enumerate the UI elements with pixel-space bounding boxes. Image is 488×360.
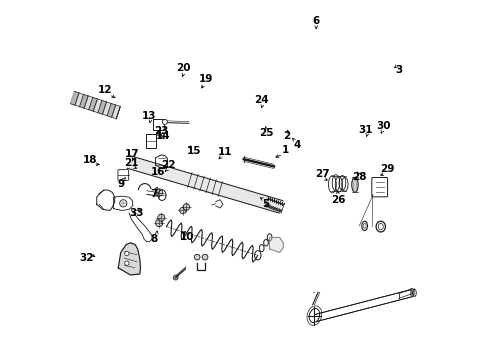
Text: 33: 33: [129, 208, 143, 218]
Text: 21: 21: [124, 158, 139, 168]
Text: 9: 9: [117, 179, 124, 189]
Polygon shape: [269, 237, 283, 252]
Text: 2: 2: [283, 131, 290, 141]
Polygon shape: [88, 98, 97, 111]
Text: 8: 8: [150, 234, 158, 244]
Circle shape: [202, 254, 207, 260]
Text: 30: 30: [376, 121, 390, 131]
Circle shape: [194, 254, 200, 260]
Circle shape: [173, 275, 178, 280]
Text: 27: 27: [315, 168, 329, 179]
Polygon shape: [102, 102, 111, 116]
Polygon shape: [98, 100, 106, 114]
Polygon shape: [70, 91, 79, 105]
Polygon shape: [127, 156, 283, 213]
Circle shape: [155, 189, 163, 196]
Text: 29: 29: [379, 163, 394, 174]
Text: 28: 28: [351, 172, 366, 182]
Circle shape: [155, 220, 163, 226]
Text: 20: 20: [176, 63, 190, 73]
Text: 12: 12: [98, 85, 112, 95]
Polygon shape: [314, 289, 412, 321]
Text: 11: 11: [217, 147, 231, 157]
Text: 10: 10: [180, 232, 194, 242]
Circle shape: [158, 214, 164, 221]
Circle shape: [183, 204, 189, 210]
Text: 6: 6: [311, 17, 319, 27]
Text: 32: 32: [79, 253, 94, 263]
Polygon shape: [93, 99, 102, 113]
Polygon shape: [264, 197, 284, 213]
Polygon shape: [118, 243, 140, 275]
Polygon shape: [107, 103, 116, 117]
Circle shape: [162, 120, 167, 125]
Text: 25: 25: [259, 128, 273, 138]
Circle shape: [120, 200, 126, 207]
Text: 26: 26: [330, 195, 345, 205]
Text: 16: 16: [150, 167, 164, 177]
Text: 7: 7: [150, 189, 158, 199]
Text: 19: 19: [198, 74, 212, 84]
Circle shape: [124, 261, 129, 265]
Text: 17: 17: [125, 149, 140, 159]
Circle shape: [124, 251, 129, 256]
Text: 14: 14: [155, 131, 170, 141]
Text: 24: 24: [254, 95, 268, 105]
Text: 5: 5: [262, 199, 269, 210]
Text: 1: 1: [282, 145, 289, 155]
Text: 13: 13: [142, 111, 156, 121]
Text: 22: 22: [161, 160, 175, 170]
Polygon shape: [75, 93, 83, 107]
Polygon shape: [111, 105, 120, 119]
Circle shape: [179, 207, 185, 214]
Text: 18: 18: [82, 155, 97, 165]
Text: 4: 4: [293, 140, 301, 150]
Polygon shape: [84, 96, 93, 110]
Text: 15: 15: [186, 145, 201, 156]
Text: 31: 31: [358, 125, 372, 135]
Text: 23: 23: [154, 126, 168, 135]
Text: 3: 3: [395, 64, 402, 75]
Polygon shape: [80, 94, 88, 108]
